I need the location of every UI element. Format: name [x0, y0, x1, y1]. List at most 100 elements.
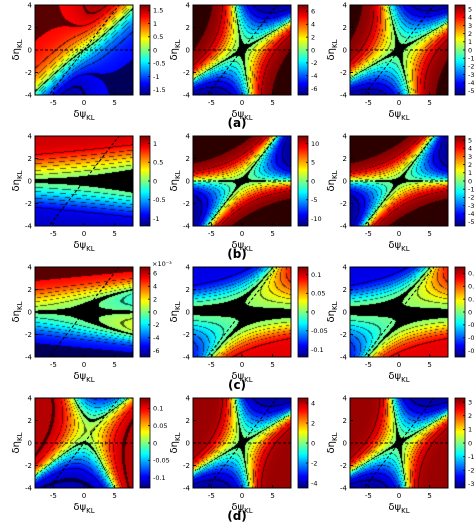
colorbar-tick-label: 4	[468, 14, 472, 22]
y-tick-label: -2	[25, 200, 32, 208]
y-tick-label: 0	[343, 309, 347, 317]
colorbar-tick-label: 0.5	[153, 33, 163, 41]
colorbar-tick-label: -5	[468, 218, 474, 226]
colorbar-tick-label: -3	[468, 71, 474, 79]
colorbar	[298, 267, 308, 357]
colorbar-tick-label: 1	[468, 426, 472, 434]
row-label: (c)	[228, 378, 246, 392]
y-tick-label: -4	[25, 354, 33, 362]
colorbar-tick-label: -0.1	[153, 474, 166, 482]
colorbar-tick-label: 4	[311, 21, 315, 29]
heatmap-image	[35, 398, 133, 488]
y-axis-label: δηKL	[326, 301, 339, 322]
x-tick-label: -5	[208, 492, 215, 500]
x-tick-label: -5	[365, 492, 372, 500]
panel-2-0: -5 0 5 4 2 0 -2 -4 δψKL δηKL 6 4 2 0 -2 -4 -6 ×10⁻³	[11, 260, 172, 384]
y-tick-label: 0	[28, 440, 32, 448]
x-tick-label: 0	[240, 230, 244, 238]
y-axis-label: δηKL	[169, 432, 182, 453]
colorbar-tick-label: 6	[153, 270, 157, 278]
heatmap-image	[350, 398, 448, 488]
x-tick-label: 5	[427, 492, 431, 500]
y-tick-label: -2	[25, 69, 32, 77]
colorbar-tick-label: 0.5	[153, 159, 163, 167]
colorbar-tick-label: -4	[311, 479, 317, 487]
colorbar-tick-label: 0	[311, 46, 315, 54]
y-tick-label: -2	[183, 331, 190, 339]
x-tick-label: -5	[50, 492, 57, 500]
row-label: (d)	[227, 509, 247, 523]
x-tick-label: 5	[427, 361, 431, 369]
colorbar-tick-label: 0	[468, 308, 472, 316]
colorbar-exponent: ×10⁻³	[152, 260, 172, 268]
colorbar-tick-label: 1.5	[153, 7, 163, 15]
colorbar-tick-label: 0	[311, 439, 315, 447]
y-tick-label: 0	[186, 47, 190, 55]
colorbar-tick-label: 5	[468, 5, 472, 13]
colorbar-tick-label: 0	[153, 439, 157, 447]
y-tick-label: -2	[25, 462, 32, 470]
colorbar-tick-label: -5	[311, 196, 317, 204]
y-tick-label: 0	[186, 309, 190, 317]
heatmap-image	[193, 267, 291, 357]
colorbar-tick-label: 1	[153, 20, 157, 28]
colorbar-tick-label: 2	[311, 33, 315, 41]
y-tick-label: 4	[186, 264, 191, 272]
x-axis-label: δψKL	[388, 371, 409, 384]
colorbar-tick-label: -3	[468, 480, 474, 488]
x-tick-label: 5	[270, 230, 274, 238]
heatmap-image	[35, 267, 133, 357]
panel-0-0: -5 0 5 4 2 0 -2 -4 δψKL δηKL 1.5 1 0.5 0 -0.5 -1 -1.5	[11, 2, 166, 123]
y-tick-label: 4	[343, 264, 348, 272]
colorbar-tick-label: -4	[311, 72, 317, 80]
y-tick-label: 4	[343, 2, 348, 10]
colorbar	[455, 267, 465, 357]
y-axis-label: δηKL	[11, 39, 24, 60]
panel-1-0: -5 0 5 4 2 0 -2 -4 δψKL δηKL 1 0.5 0 -0.5 -1	[11, 133, 166, 254]
y-tick-label: -2	[340, 69, 347, 77]
y-tick-label: -4	[25, 223, 33, 231]
y-axis-label: δηKL	[326, 432, 339, 453]
colorbar-tick-label: 0	[311, 308, 315, 316]
x-tick-label: -5	[208, 361, 215, 369]
panel-2-2: -5 0 5 4 2 0 -2 -4 δψKL δηKL 0.06 0.04 0.02 0 -0.02 -0.…	[326, 264, 474, 385]
x-axis-label: δψKL	[73, 240, 94, 253]
colorbar-tick-label: 3	[468, 398, 472, 406]
x-tick-label: 0	[82, 492, 86, 500]
y-tick-label: 2	[28, 155, 32, 163]
colorbar-tick-label: -4	[468, 79, 474, 87]
x-tick-label: 5	[270, 361, 274, 369]
colorbar-tick-label: -4	[468, 210, 474, 218]
y-tick-label: -4	[340, 223, 348, 231]
colorbar-tick-label: -2	[468, 467, 474, 475]
y-tick-label: 0	[186, 178, 190, 186]
y-tick-label: 0	[186, 440, 190, 448]
colorbar-tick-label: -0.06	[468, 347, 474, 355]
y-axis-label: δηKL	[169, 39, 182, 60]
colorbar-tick-label: 6	[311, 8, 315, 16]
heatmap-image	[193, 5, 291, 95]
y-tick-label: -4	[25, 92, 33, 100]
y-tick-label: -4	[183, 354, 191, 362]
y-axis-label: δηKL	[169, 170, 182, 191]
colorbar-tick-label: 2	[311, 419, 315, 427]
y-tick-label: -2	[340, 331, 347, 339]
x-tick-label: 5	[427, 230, 431, 238]
colorbar-tick-label: 0.05	[153, 422, 167, 430]
y-tick-label: -2	[183, 200, 190, 208]
y-tick-label: 4	[28, 133, 33, 141]
x-tick-label: 5	[112, 230, 116, 238]
colorbar-tick-label: 0	[468, 46, 472, 54]
x-tick-label: 5	[112, 492, 116, 500]
x-tick-label: -5	[50, 361, 57, 369]
panel-3-0: -5 0 5 4 2 0 -2 -4 δψKL δηKL 0.1 0.05 0 -0.05 -0.1	[11, 395, 170, 516]
y-tick-label: 2	[186, 155, 190, 163]
colorbar-tick-label: -1	[153, 73, 159, 81]
colorbar-tick-label: -6	[153, 347, 159, 355]
y-tick-label: -2	[25, 331, 32, 339]
colorbar-tick-label: -0.1	[311, 346, 324, 354]
